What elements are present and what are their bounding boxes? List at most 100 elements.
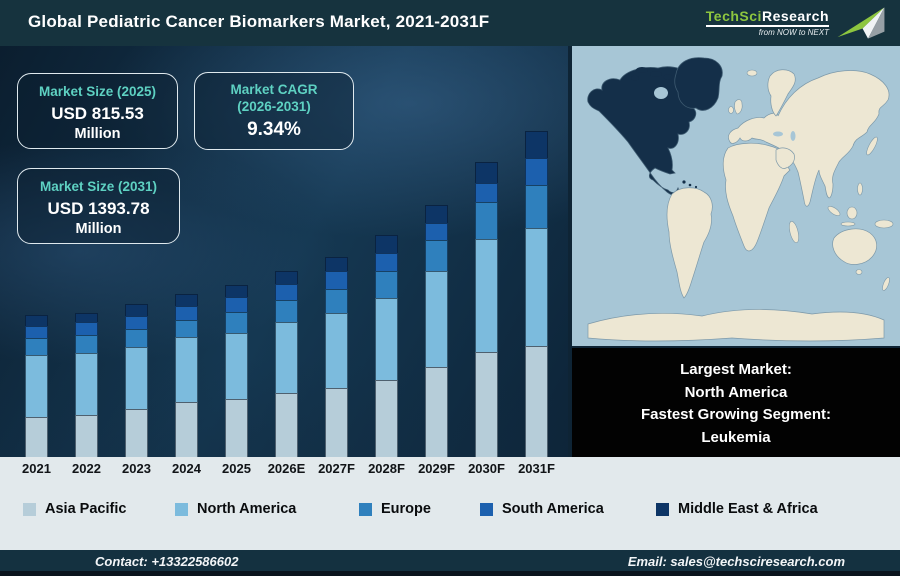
legend-label: North America xyxy=(197,501,297,517)
bar-segment-north-america xyxy=(125,347,148,409)
bar-segment-europe xyxy=(125,329,148,347)
logo-tagline: from NOW to NEXT xyxy=(758,28,829,37)
callout-unit: Million xyxy=(74,126,121,142)
bar-2024 xyxy=(175,294,198,457)
bar-segment-north-america xyxy=(525,228,548,346)
map-philippines xyxy=(857,182,863,196)
footer-contact: Contact: +13322586602 xyxy=(95,554,239,569)
legend: Asia Pacific North America Europe South Ame… xyxy=(0,501,900,523)
bar-segment-north-america xyxy=(475,239,498,352)
bar-segment-asia-pacific xyxy=(225,399,248,457)
bar-segment-south-america xyxy=(325,271,348,289)
x-axis-label-2029F: 2029F xyxy=(418,461,455,476)
bar-segment-europe xyxy=(425,240,448,271)
header-bar: Global Pediatric Cancer Biomarkers Marke… xyxy=(0,0,900,46)
callout-label: Market Size (2031) xyxy=(39,179,158,194)
info-line: Leukemia xyxy=(701,428,771,446)
bottom-band: 2021 2022 2023 2024 2025 2026E 2027F 2028F 2029F… xyxy=(0,457,900,550)
bar-segment-south-america xyxy=(275,284,298,300)
logo-brand: TechSciResearch xyxy=(705,8,829,27)
bar-segment-south-america xyxy=(225,297,248,312)
bar-segment-asia-pacific xyxy=(25,417,48,457)
legend-item-asia-pacific: Asia Pacific xyxy=(23,501,126,517)
map-caribbean-island xyxy=(688,183,692,187)
callout-unit: Million xyxy=(75,221,122,237)
bar-segment-middle-east-africa xyxy=(425,205,448,223)
legend-item-south-america: South America xyxy=(480,501,604,517)
legend-label: South America xyxy=(502,501,604,517)
legend-label: Middle East & Africa xyxy=(678,501,818,517)
map-greenland xyxy=(674,57,723,111)
bar-segment-asia-pacific xyxy=(125,409,148,457)
bar-segment-north-america xyxy=(225,333,248,399)
logo-brand-primary: TechSci xyxy=(705,8,762,24)
map-ireland xyxy=(728,106,734,114)
bar-2027F xyxy=(325,257,348,457)
bar-segment-asia-pacific xyxy=(325,388,348,457)
map-iceland xyxy=(746,69,758,77)
bar-segment-europe xyxy=(275,300,298,322)
bar-segment-south-america xyxy=(425,223,448,240)
callout-label: Market CAGR xyxy=(230,82,318,97)
map-scandinavia xyxy=(767,69,796,117)
chart-panel: Market Size (2025) USD 815.53 Million Ma… xyxy=(0,46,568,457)
bar-2028F xyxy=(375,235,398,457)
footer-bar: Contact: +13322586602 Email: sales@techs… xyxy=(0,550,900,576)
info-line: North America xyxy=(684,383,788,401)
legend-swatch-icon xyxy=(359,502,372,516)
info-line: Largest Market: xyxy=(680,361,792,378)
map-new-guinea xyxy=(874,219,894,229)
page-title: Global Pediatric Cancer Biomarkers Marke… xyxy=(28,12,490,31)
map-south-america xyxy=(666,187,713,299)
callout-market-size-2025: Market Size (2025) USD 815.53 Million xyxy=(17,73,178,149)
logo-text: TechSciResearch from NOW to NEXT xyxy=(705,8,829,37)
bar-segment-middle-east-africa xyxy=(475,162,498,183)
bar-segment-europe xyxy=(75,335,98,353)
x-axis-label-2030F: 2030F xyxy=(468,461,505,476)
map-arctic-island xyxy=(636,67,648,73)
bar-segment-asia-pacific xyxy=(425,367,448,457)
legend-swatch-icon xyxy=(656,502,669,516)
bar-2031F xyxy=(525,131,548,457)
bar-segment-europe xyxy=(225,312,248,333)
bar-segment-south-america xyxy=(375,253,398,271)
bar-2023 xyxy=(125,304,148,457)
bar-segment-south-america xyxy=(75,322,98,335)
map-japan xyxy=(866,136,878,156)
bar-segment-europe xyxy=(525,185,548,228)
bar-segment-south-america xyxy=(475,183,498,202)
map-borneo xyxy=(846,206,858,220)
logo-brand-secondary: Research xyxy=(761,8,829,24)
bar-segment-north-america xyxy=(275,322,298,393)
info-line: Fastest Growing Segment: xyxy=(640,406,832,423)
x-axis-label-2023: 2023 xyxy=(122,461,151,476)
bar-segment-middle-east-africa xyxy=(325,257,348,271)
map-caribbean-island xyxy=(682,180,686,184)
bar-2026E xyxy=(275,271,298,457)
techsci-logo: TechSciResearch from NOW to NEXT xyxy=(705,3,886,43)
bar-segment-asia-pacific xyxy=(375,380,398,457)
bar-segment-asia-pacific xyxy=(475,352,498,457)
map-eurasia xyxy=(728,70,890,207)
bar-segment-north-america xyxy=(425,271,448,367)
legend-item-north-america: North America xyxy=(175,501,296,517)
bar-segment-south-america xyxy=(125,316,148,329)
bar-segment-asia-pacific xyxy=(525,346,548,457)
world-map xyxy=(572,46,900,346)
x-axis-label-2021: 2021 xyxy=(22,461,51,476)
bar-segment-north-america xyxy=(375,298,398,380)
bar-segment-middle-east-africa xyxy=(375,235,398,253)
bar-2029F xyxy=(425,205,448,457)
bar-segment-north-america xyxy=(75,353,98,415)
bar-segment-south-america xyxy=(25,326,48,338)
legend-item-middle-east-africa: Middle East & Africa xyxy=(656,501,818,517)
map-sumatra xyxy=(827,205,841,217)
callout-value: USD 1393.78 xyxy=(47,199,150,218)
map-arctic-island xyxy=(631,75,639,81)
map-caribbean-island xyxy=(694,185,698,189)
bar-segment-middle-east-africa xyxy=(175,294,198,306)
x-axis-label-2031F: 2031F xyxy=(518,461,555,476)
x-axis-label-2022: 2022 xyxy=(72,461,101,476)
bar-segment-north-america xyxy=(175,337,198,402)
